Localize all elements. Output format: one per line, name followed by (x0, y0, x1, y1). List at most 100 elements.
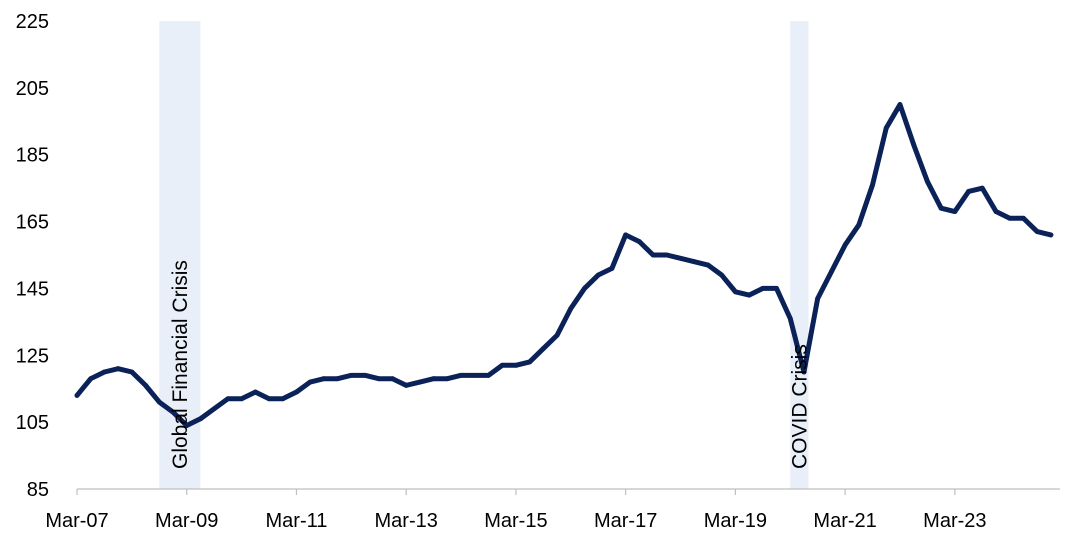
data-point (239, 396, 244, 402)
data-point (746, 292, 752, 298)
data-point (335, 376, 341, 382)
y-tick-label: 225 (16, 11, 49, 33)
data-point (307, 379, 313, 385)
data-point (513, 362, 519, 368)
data-point (554, 332, 560, 338)
data-point (883, 125, 889, 131)
data-point (582, 286, 587, 291)
data-point (801, 369, 807, 375)
data-point (266, 396, 272, 402)
data-point (732, 289, 738, 295)
data-point (897, 102, 903, 107)
shaded-period-0 (159, 21, 201, 489)
data-point (1007, 215, 1013, 221)
data-point (1048, 232, 1054, 238)
data-point (705, 262, 711, 268)
data-point (609, 265, 615, 271)
shaded-period-label-0: Global Financial Crisis (169, 260, 192, 469)
x-tick-label: Mar-13 (375, 510, 438, 532)
y-tick-label: 145 (16, 278, 49, 300)
data-point (252, 389, 258, 395)
data-point (636, 239, 642, 245)
data-point (993, 209, 999, 214)
data-point (403, 382, 409, 388)
data-point (774, 286, 779, 291)
data-point (925, 179, 930, 184)
data-point (376, 376, 382, 382)
data-point (211, 406, 217, 412)
data-point (348, 372, 354, 378)
x-tick-label: Mar-15 (484, 510, 547, 532)
x-tick-label: Mar-11 (266, 510, 328, 532)
data-point (828, 269, 834, 275)
data-point (856, 222, 862, 228)
data-point (623, 232, 629, 238)
data-point (760, 286, 766, 291)
data-point (321, 376, 327, 382)
data-point (198, 416, 203, 422)
data-point (527, 359, 533, 365)
x-tick-label: Mar-21 (813, 510, 876, 532)
data-point (911, 142, 917, 148)
data-point (143, 382, 148, 388)
shaded-period-label-1: COVID Crisis (788, 344, 811, 469)
data-point (444, 376, 450, 382)
data-point (431, 376, 437, 382)
data-point (1034, 229, 1040, 235)
data-point (472, 372, 478, 378)
data-point (294, 389, 299, 395)
shaded-periods (159, 21, 809, 489)
series-points (74, 102, 1054, 428)
y-tick-label: 105 (16, 412, 49, 434)
y-tick-label: 85 (27, 479, 49, 501)
data-point (650, 252, 656, 258)
x-tick-label: Mar-23 (923, 510, 986, 532)
data-point (815, 296, 821, 301)
data-point (664, 252, 670, 258)
data-point (88, 376, 94, 382)
x-tick-label: Mar-09 (155, 510, 218, 532)
data-point (952, 209, 958, 214)
data-point (719, 272, 725, 278)
y-tick-label: 185 (16, 145, 49, 167)
data-point (184, 423, 190, 428)
data-point (678, 255, 683, 261)
data-point (362, 372, 368, 378)
data-point (280, 396, 286, 402)
data-point (938, 205, 944, 211)
data-point (540, 346, 546, 351)
y-tick-label: 205 (16, 78, 49, 100)
data-point (691, 259, 697, 265)
x-tick-label: Mar-17 (594, 510, 657, 532)
x-axis-tick-labels: Mar-07 Mar-09 Mar-11 Mar-13 Mar-15 Mar-17 Mar-… (45, 510, 986, 532)
y-axis-tick-labels: 85 105 125 145 165 185 205 225 (16, 11, 49, 501)
data-point (870, 182, 875, 188)
data-point (458, 372, 464, 378)
shaded-period-labels: Global Financial Crisis COVID Crisis (169, 260, 812, 469)
series-line (74, 102, 1054, 428)
y-tick-label: 125 (16, 345, 49, 367)
data-point (842, 242, 848, 248)
data-point (390, 376, 395, 382)
data-point (129, 369, 135, 375)
data-point (417, 379, 423, 385)
data-point (486, 372, 491, 378)
data-point (1021, 215, 1026, 221)
data-point (966, 189, 971, 194)
data-point (170, 409, 176, 415)
data-point (499, 362, 505, 368)
data-point (979, 185, 985, 191)
x-tick-label: Mar-19 (704, 510, 767, 532)
data-point (74, 393, 80, 398)
data-point (156, 399, 162, 405)
data-point (595, 272, 601, 278)
data-point (225, 396, 231, 402)
data-point (115, 366, 121, 372)
x-tick-label: Mar-07 (45, 510, 108, 532)
data-point (102, 369, 107, 375)
y-tick-label: 165 (16, 212, 49, 234)
data-point (568, 306, 574, 311)
data-point (787, 316, 793, 321)
x-axis-ticks (76, 489, 956, 495)
